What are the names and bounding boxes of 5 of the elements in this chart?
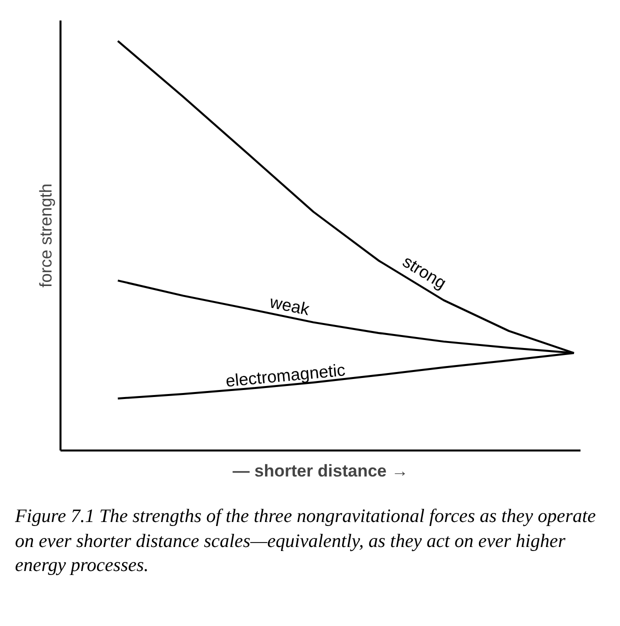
y-axis-title: force strength: [36, 184, 56, 288]
caption: Figure 7.1 The strengths of the three nongravitational forces as they operate on ever shorter distance scales—equivalently, as they act on ever higher energy processes.: [15, 505, 597, 578]
x-axis-title: — shorter distance →: [232, 462, 408, 480]
text: electromagnetic: [224, 360, 347, 391]
text: weak: [267, 292, 312, 320]
